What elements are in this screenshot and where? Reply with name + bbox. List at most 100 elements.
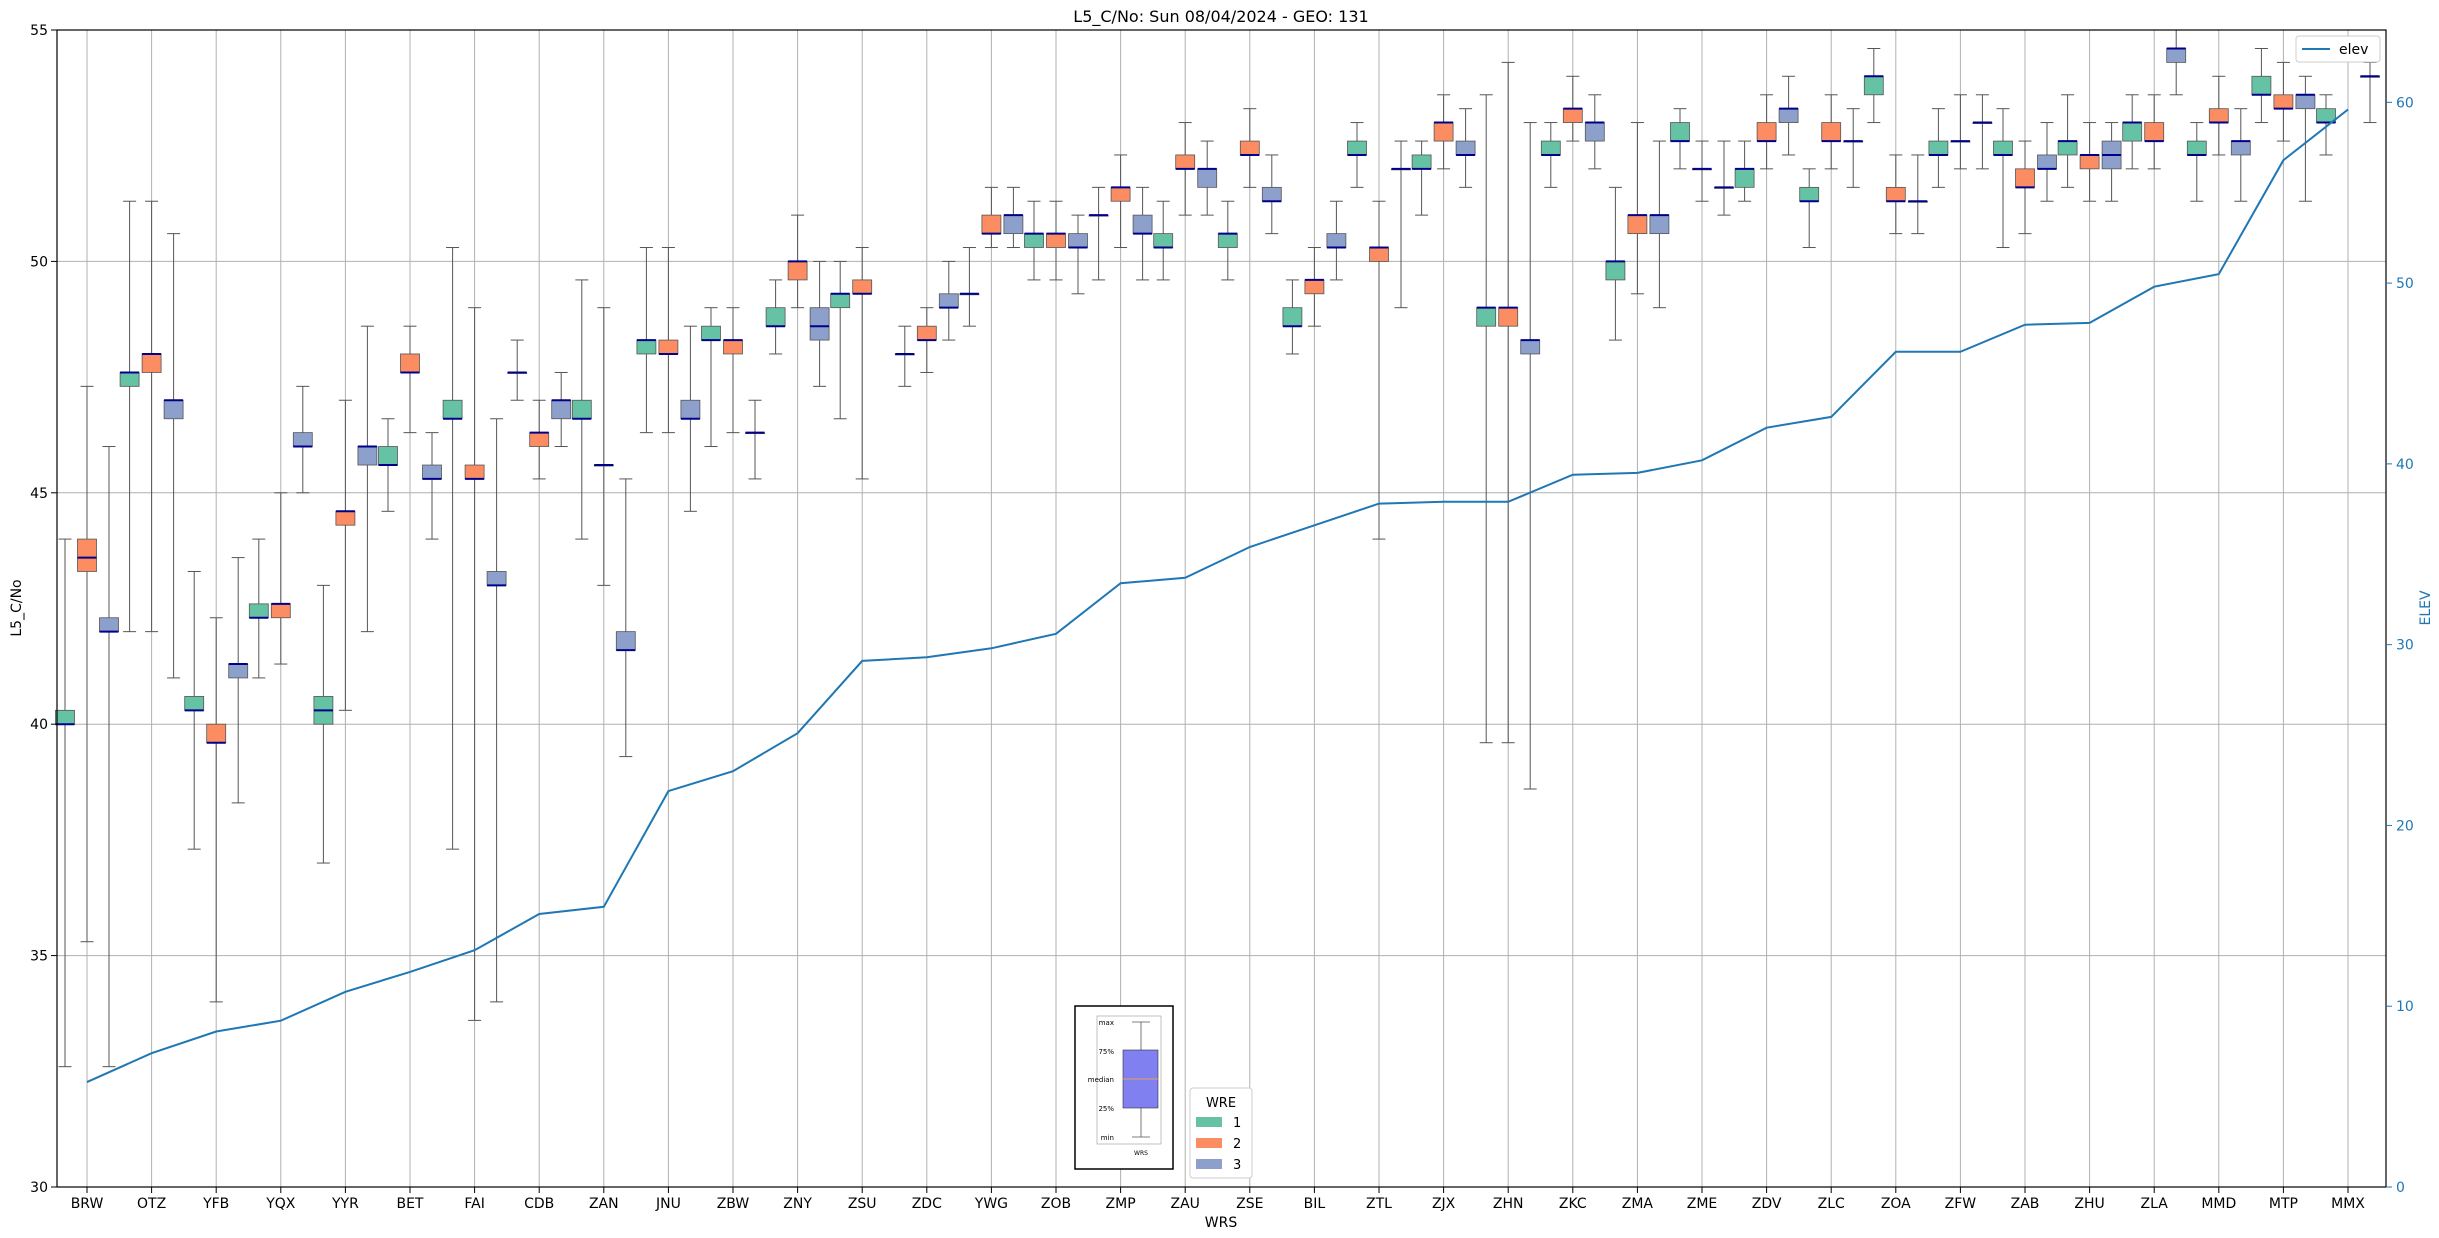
box-zdc-wre2 (916, 325, 937, 341)
box-zan-wre1 (571, 399, 592, 420)
y2-tick-label-0: 0 (2396, 1180, 2405, 1196)
box-zob-wre3 (1068, 233, 1088, 248)
box-zse-wre2 (1239, 140, 1260, 156)
box-zoa-wre2 (1885, 186, 1906, 202)
box-zhn-wre2 (1498, 307, 1519, 327)
y2-tick-label-60: 60 (2396, 95, 2414, 111)
y2-tick-label-10: 10 (2396, 999, 2414, 1015)
x-axis-label: WRS (1205, 1215, 1238, 1231)
box-zhu-wre1 (2057, 140, 2078, 156)
x-tick-label-fai: FAI (464, 1196, 484, 1212)
box-yqx-wre3 (292, 432, 313, 447)
box-otz-wre3 (163, 399, 184, 420)
x-tick-label-ztl: ZTL (1366, 1196, 1392, 1212)
box-zla-wre3 (2166, 48, 2187, 63)
box-zsu-wre1 (830, 293, 851, 309)
whisker-layer (58, 29, 2377, 1068)
box-layer (55, 47, 2380, 744)
box-zob-wre2 (1046, 233, 1066, 248)
x-tick-label-zla: ZLA (2141, 1196, 2169, 1212)
wre-legend-label-3: 3 (1233, 1158, 1241, 1173)
x-tick-label-zsu: ZSU (848, 1196, 877, 1212)
y-tick-label-50: 50 (30, 254, 48, 270)
box-yqx-wre1 (248, 603, 269, 619)
box-yyr-wre2 (335, 510, 356, 526)
elev-legend: elev (2295, 35, 2381, 63)
box-cdb-wre2 (529, 432, 550, 447)
x-tick-label-mtp: MTP (2269, 1196, 2298, 1212)
box-otz-wre1 (119, 372, 140, 387)
x-tick-label-zkc: ZKC (1559, 1196, 1587, 1212)
wre-legend-title: WRE (1206, 1096, 1236, 1111)
box-zdv-wre2 (1756, 122, 1777, 142)
x-tick-label-zau: ZAU (1170, 1196, 1199, 1212)
y2-tick-label-20: 20 (2396, 818, 2414, 834)
x-tick-label-zdc: ZDC (912, 1196, 942, 1212)
x-tick-label-yqx: YQX (265, 1196, 296, 1212)
wre-legend-swatch-1 (1196, 1117, 1222, 1127)
x-tick-label-yyr: YYR (331, 1196, 359, 1212)
box-fai-wre3 (486, 571, 507, 586)
box-zlc-wre1 (1799, 186, 1820, 202)
inset-label-min: min (1101, 1134, 1114, 1142)
y-tick-label-40: 40 (30, 717, 48, 733)
box-mtp-wre2 (2273, 94, 2294, 110)
box-zlc-wre2 (1821, 122, 1842, 142)
x-tick-label-zhu: ZHU (2074, 1196, 2104, 1212)
box-zhu-wre2 (2079, 154, 2100, 170)
box-zau-wre2 (1175, 154, 1196, 170)
box-bet-wre2 (400, 353, 420, 373)
box-zhn-wre3 (1520, 339, 1541, 355)
box-bil-wre1 (1282, 307, 1303, 327)
x-tick-label-zny: ZNY (783, 1196, 812, 1212)
box-mtp-wre3 (2295, 94, 2316, 110)
box-yfb-wre1 (184, 696, 205, 711)
elev-line (86, 108, 2349, 1084)
x-tick-label-zse: ZSE (1236, 1196, 1263, 1212)
box-zab-wre3 (2037, 154, 2057, 170)
y2-tick-label-30: 30 (2396, 638, 2414, 654)
x-tick-label-zjx: ZJX (1432, 1196, 1456, 1212)
box-zmp-wre3 (1132, 214, 1153, 235)
box-zma-wre1 (1605, 260, 1626, 281)
inset-label-median: median (1088, 1076, 1114, 1084)
plot-frame (56, 29, 2387, 1188)
box-zla-wre1 (2122, 122, 2143, 142)
x-tick-label-zdv: ZDV (1752, 1196, 1782, 1212)
x-tick-label-zfw: ZFW (1945, 1196, 1977, 1212)
box-yqx-wre2 (270, 603, 291, 619)
box-zjx-wre1 (1411, 154, 1432, 170)
box-fai-wre2 (464, 464, 485, 480)
box-ywg-wre2 (981, 214, 1002, 235)
box-jnu-wre2 (658, 339, 679, 355)
x-tick-label-zhn: ZHN (1493, 1196, 1524, 1212)
box-zma-wre3 (1649, 214, 1670, 235)
box-bet-wre1 (378, 446, 398, 466)
box-zdc-wre3 (938, 293, 959, 309)
box-zmp-wre2 (1110, 186, 1131, 202)
x-tick-label-zan: ZAN (589, 1196, 619, 1212)
box-mmd-wre1 (2186, 140, 2207, 156)
y-axis-label: L5_C/No (9, 579, 25, 636)
x-tick-label-zab: ZAB (2011, 1196, 2040, 1212)
box-zse-wre3 (1261, 186, 1282, 202)
box-brw-wre2 (77, 538, 97, 572)
box-zan-wre3 (615, 631, 636, 651)
box-zjx-wre2 (1433, 122, 1454, 142)
box-brw-wre1 (55, 709, 75, 725)
wre-legend-label-1: 1 (1233, 1116, 1241, 1131)
x-tick-label-brw: BRW (71, 1196, 104, 1212)
box-zla-wre2 (2144, 122, 2165, 142)
chart-title: L5_C/No: Sun 08/04/2024 - GEO: 131 (1073, 7, 1368, 27)
x-tick-label-zma: ZMA (1622, 1196, 1654, 1212)
inset-label-q1: 25% (1098, 1105, 1114, 1113)
box-otz-wre2 (141, 353, 162, 373)
x-tick-label-otz: OTZ (137, 1196, 166, 1212)
box-key-inset: max 75% median 25% min WRS (1074, 1005, 1174, 1170)
box-bet-wre3 (422, 464, 442, 480)
y-tick-label-45: 45 (30, 486, 48, 502)
box-mmd-wre3 (2230, 140, 2251, 156)
inset-label-q3: 75% (1098, 1048, 1114, 1056)
x-tick-label-yfb: YFB (202, 1196, 229, 1212)
